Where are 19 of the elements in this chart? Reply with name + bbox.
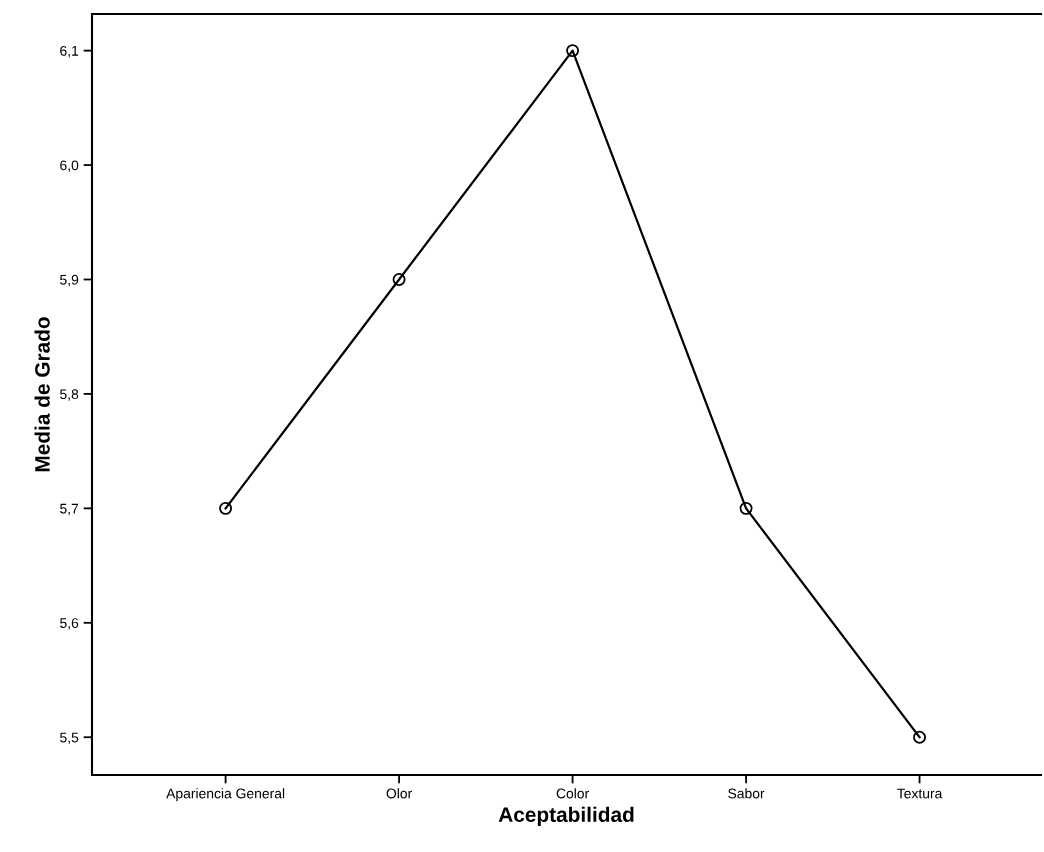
y-axis-title: Media de Grado: [34, 317, 50, 472]
x-tick-label: Textura: [897, 788, 943, 799]
point: [566, 44, 580, 58]
x-tick-label: Olor: [386, 788, 412, 799]
x-tick-label: Sabor: [728, 788, 765, 799]
y-tick-label: 6,1: [60, 45, 79, 58]
x-tick-label: Color: [556, 788, 589, 799]
y-tick-label: 6,0: [60, 160, 79, 172]
point: [219, 501, 233, 515]
point: [392, 273, 406, 286]
point: [913, 730, 927, 744]
y-tick-label: 5,7: [60, 503, 79, 516]
y-tick-label: 5,5: [60, 732, 79, 745]
x-axis-title: Aceptabilidad: [498, 806, 634, 827]
y-tick-label: 5,6: [60, 618, 79, 630]
y-tick-label: 5,8: [60, 389, 79, 401]
x-tick-label: Apariencia General: [166, 788, 285, 802]
point: [739, 501, 753, 515]
y-tick-label: 5,9: [60, 274, 79, 287]
